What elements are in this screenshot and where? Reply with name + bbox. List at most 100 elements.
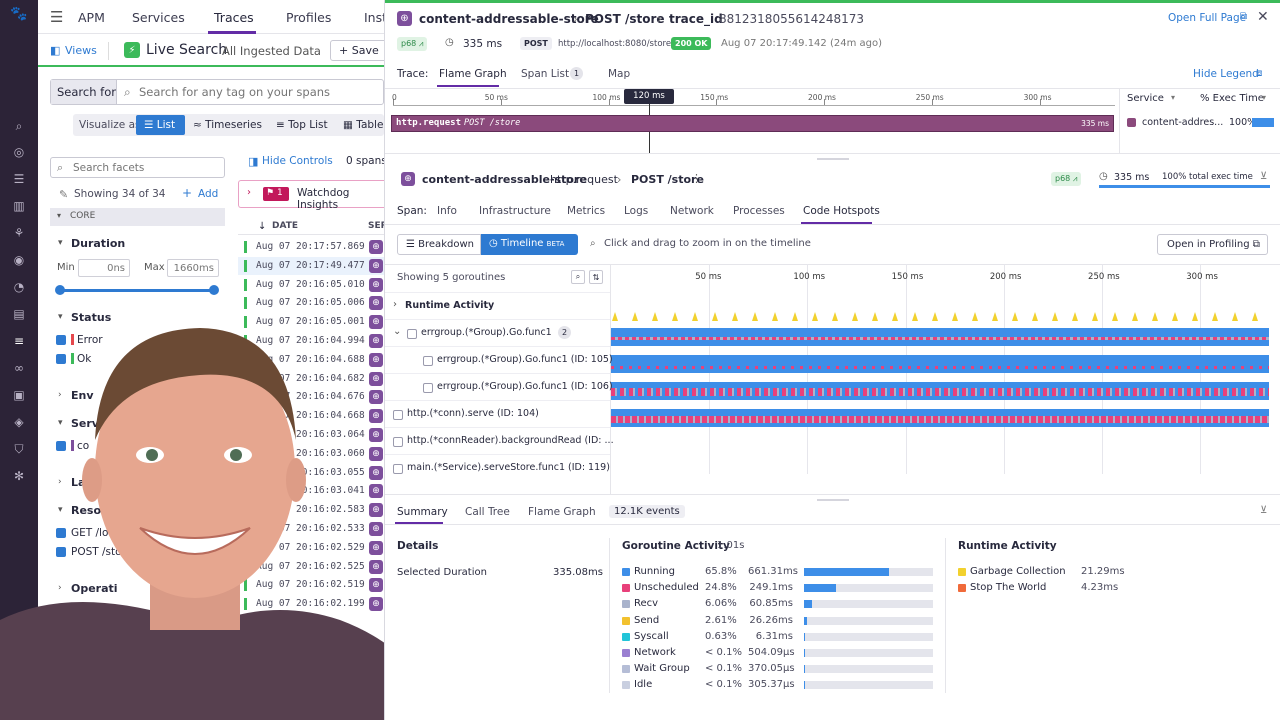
- hamburger-icon[interactable]: ☰: [50, 8, 64, 26]
- tab-metrics[interactable]: Metrics: [567, 205, 606, 217]
- flame-bar-http-request[interactable]: http.request POST /store 335 ms: [391, 115, 1114, 132]
- goroutine-row[interactable]: http.(*conn).serve (ID: 104): [385, 400, 610, 427]
- min-duration-input[interactable]: [78, 259, 130, 277]
- resize-handle[interactable]: [817, 158, 849, 160]
- collapse-icon[interactable]: ⊻: [1260, 171, 1268, 182]
- tab-info[interactable]: Info: [437, 205, 457, 217]
- date-column-header[interactable]: DATE: [272, 221, 299, 231]
- viz-table-button[interactable]: ▦ Table: [343, 119, 384, 131]
- search-icon[interactable]: ⌕: [15, 119, 23, 133]
- stack-icon[interactable]: ▤: [13, 307, 25, 321]
- status-facet-title[interactable]: Status: [71, 311, 112, 324]
- tab-flame-graph-summary[interactable]: Flame Graph: [528, 506, 596, 518]
- table-row[interactable]: Aug 07 20:17:49.477 ⊕: [238, 256, 384, 275]
- nav-profiles[interactable]: Profiles: [286, 10, 332, 25]
- link-icon[interactable]: ∞: [14, 361, 24, 375]
- goroutine-checkbox[interactable]: [423, 356, 433, 366]
- shield-check-icon[interactable]: ◈: [14, 415, 24, 429]
- operation-facet-title[interactable]: Operati: [71, 582, 118, 595]
- facet-search-input[interactable]: [73, 160, 218, 176]
- nav-services[interactable]: Services: [132, 10, 185, 25]
- tab-flame-graph[interactable]: Flame Graph: [439, 68, 507, 80]
- trace-id-value[interactable]: 8812318055614248173: [719, 12, 865, 26]
- sort-icon[interactable]: ⇅: [589, 270, 603, 284]
- nav-apm[interactable]: APM: [78, 10, 105, 25]
- more-options-icon[interactable]: ⋮: [691, 172, 702, 185]
- sort-arrow-icon[interactable]: ↓: [258, 221, 267, 232]
- views-button[interactable]: Views: [65, 44, 97, 57]
- tab-span-list[interactable]: Span List: [521, 68, 570, 80]
- goroutine-checkbox[interactable]: [393, 410, 403, 420]
- nav-traces[interactable]: Traces: [214, 10, 254, 25]
- table-row[interactable]: Aug 07 20:17:57.869 ⊕: [238, 238, 384, 256]
- collapse-icon[interactable]: ⊻: [1260, 505, 1268, 516]
- traces-icon[interactable]: ≡: [13, 334, 25, 348]
- watchdog-insights[interactable]: › ⚑ 1 Watchdog Insights: [238, 180, 384, 211]
- close-icon[interactable]: ✕: [1257, 9, 1269, 25]
- search-icon[interactable]: ⌕: [571, 270, 585, 284]
- breakdown-toggle[interactable]: ☰ Breakdown: [397, 234, 481, 255]
- table-row[interactable]: Aug 07 20:16:05.006 ⊕: [238, 294, 384, 312]
- target-icon[interactable]: ◉: [13, 253, 25, 267]
- gauge-icon[interactable]: ◔: [13, 280, 25, 294]
- tab-code-hotspots[interactable]: Code Hotspots: [803, 205, 880, 217]
- env-facet-title[interactable]: Env: [71, 389, 94, 402]
- span-resource[interactable]: POST /store: [631, 173, 704, 186]
- trace-service[interactable]: content-addressable-store: [419, 12, 599, 26]
- legend-icon[interactable]: ⧈: [1256, 68, 1263, 79]
- bar-chart-icon[interactable]: ▥: [13, 199, 25, 213]
- viz-timeseries-button[interactable]: ≈ Timeseries: [193, 119, 262, 131]
- nav-inst[interactable]: Inst: [364, 10, 388, 25]
- resource-get-checkbox[interactable]: [56, 528, 66, 538]
- table-row[interactable]: Aug 07 20:16:02.519 ⊕: [238, 576, 384, 594]
- resize-handle[interactable]: [817, 499, 849, 501]
- timeline-toggle[interactable]: ◷ Timeline BETA: [481, 234, 578, 255]
- span-service[interactable]: content-addressable-store: [422, 173, 587, 186]
- table-row[interactable]: Aug 07 20:16:05.010 ⊕: [238, 276, 384, 294]
- service-column-header[interactable]: SER: [368, 221, 388, 231]
- tab-call-tree[interactable]: Call Tree: [465, 506, 510, 518]
- goroutine-row[interactable]: errgroup.(*Group).Go.func1 (ID: 105): [385, 346, 613, 373]
- hide-controls-button[interactable]: Hide Controls: [262, 155, 333, 167]
- open-in-profiling-button[interactable]: Open in Profiling ⧉: [1157, 234, 1268, 255]
- tab-map[interactable]: Map: [608, 68, 631, 80]
- legend-exec-header[interactable]: % Exec Time: [1200, 93, 1264, 104]
- tab-network[interactable]: Network: [670, 205, 714, 217]
- external-link-icon[interactable]: ⧉: [1240, 11, 1248, 22]
- pencil-icon[interactable]: ✎: [59, 188, 69, 201]
- gear-icon[interactable]: ✻: [13, 469, 25, 483]
- max-duration-input[interactable]: [167, 259, 219, 277]
- tab-infrastructure[interactable]: Infrastructure: [479, 205, 551, 217]
- binoculars-icon[interactable]: ◎: [13, 145, 25, 159]
- tab-summary[interactable]: Summary: [397, 506, 448, 518]
- viz-list-button[interactable]: ☰ List: [136, 115, 185, 135]
- table-row[interactable]: Aug 07 20:16:05.001 ⊕: [238, 313, 384, 331]
- table-row[interactable]: Aug 07 20:16:02.199 ⊕: [238, 595, 384, 613]
- goroutine-checkbox[interactable]: [393, 437, 403, 447]
- save-button[interactable]: + Save: [330, 40, 390, 61]
- service-checkbox[interactable]: [56, 441, 66, 451]
- search-input[interactable]: [139, 82, 379, 102]
- book-icon[interactable]: ▣: [13, 388, 25, 402]
- status-error-checkbox[interactable]: [56, 335, 66, 345]
- goroutine-row[interactable]: http.(*connReader).backgroundRead (ID: .…: [385, 427, 614, 454]
- trace-resource[interactable]: POST /store: [585, 12, 665, 26]
- duration-slider-track[interactable]: [60, 289, 214, 292]
- open-full-page-link[interactable]: Open Full Page: [1168, 12, 1247, 24]
- viz-toplist-button[interactable]: ≡ Top List: [276, 119, 328, 131]
- goroutine-row[interactable]: main.(*Service).serveStore.func1 (ID: 11…: [385, 454, 610, 481]
- list-icon[interactable]: ☰: [13, 172, 25, 186]
- goroutine-checkbox[interactable]: [423, 383, 433, 393]
- goroutine-checkbox[interactable]: [407, 329, 417, 339]
- add-facet-plus-icon[interactable]: +: [182, 186, 193, 200]
- nodes-icon[interactable]: ⚘: [13, 226, 25, 240]
- flame-graph[interactable]: 0 50 ms 100 ms 150 ms 200 ms 250 ms 300 ms 120…: [385, 89, 1119, 154]
- goroutine-checkbox[interactable]: [393, 464, 403, 474]
- chevron-down-icon[interactable]: ⌄: [393, 326, 402, 337]
- duration-facet-title[interactable]: Duration: [71, 237, 126, 250]
- legend-service-header[interactable]: Service: [1127, 93, 1164, 104]
- shield-icon[interactable]: ⛉: [14, 442, 24, 456]
- duration-slider-min-handle[interactable]: [55, 285, 65, 295]
- add-facet-button[interactable]: Add: [198, 188, 219, 200]
- core-header[interactable]: ▾ CORE: [50, 208, 225, 226]
